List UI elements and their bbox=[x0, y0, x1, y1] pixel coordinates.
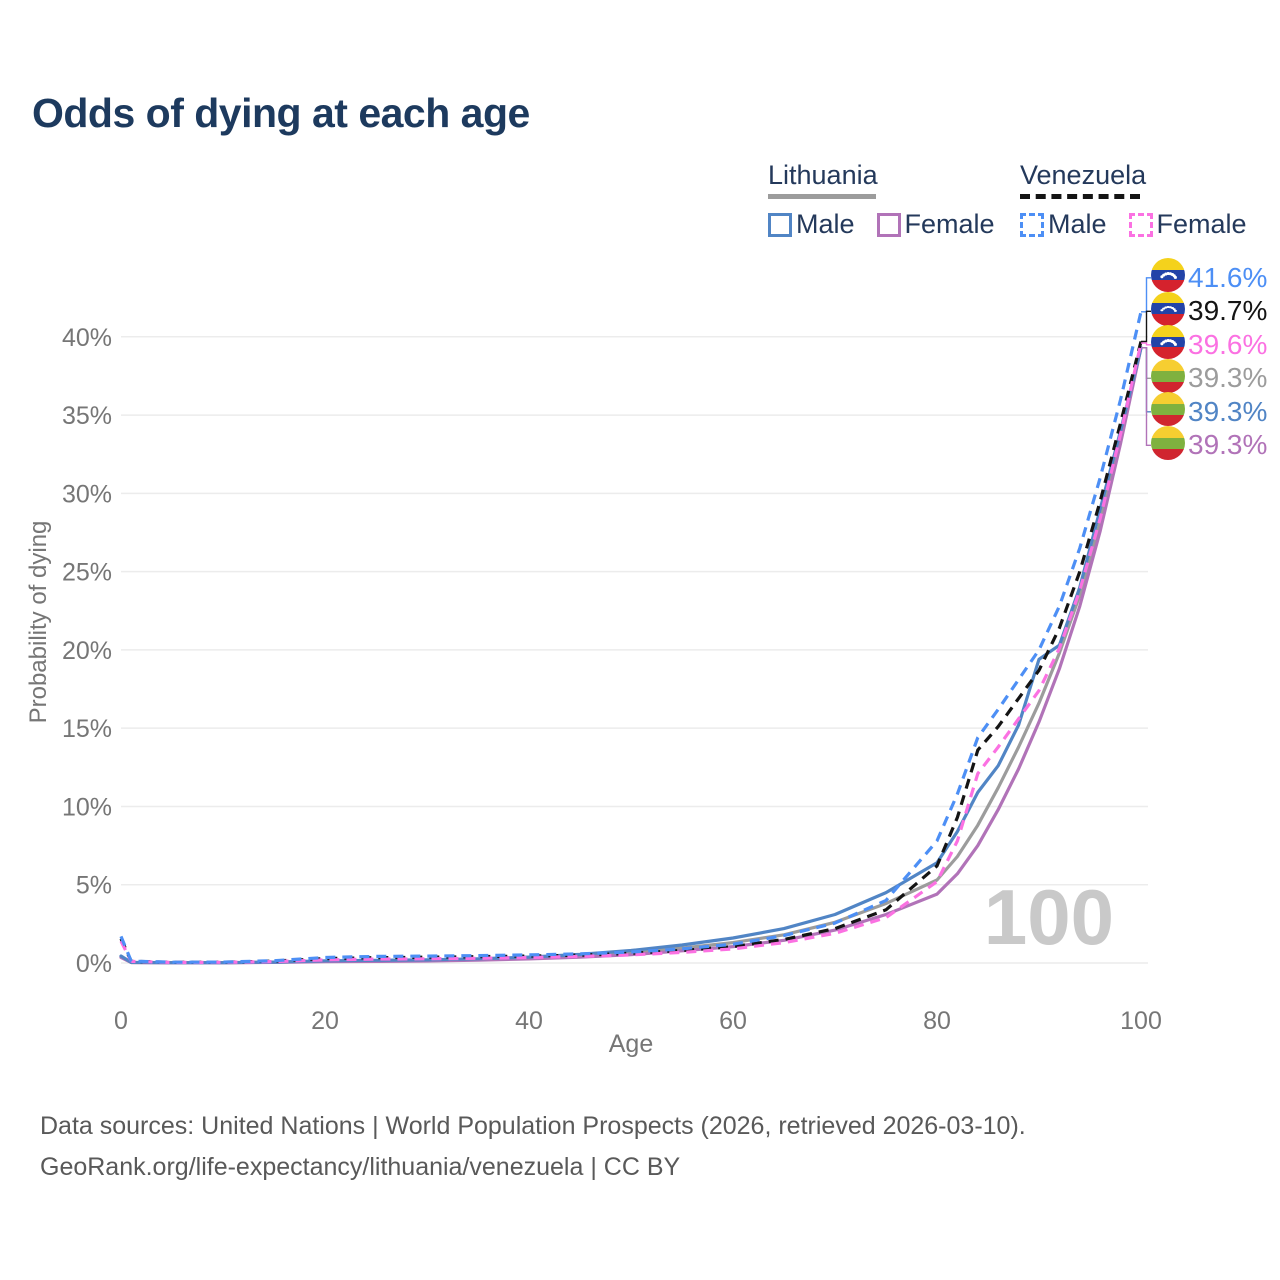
footer: Data sources: United Nations | World Pop… bbox=[40, 1106, 1026, 1188]
y-tick-label: 0% bbox=[76, 950, 112, 978]
legend-item-lithuania-male[interactable]: Male bbox=[768, 209, 855, 240]
attribution-line: GeoRank.org/life-expectancy/lithuania/ve… bbox=[40, 1153, 681, 1181]
y-tick-label: 20% bbox=[62, 637, 112, 665]
legend-item-label[interactable]: Female bbox=[904, 209, 995, 239]
end-label-connector bbox=[1141, 277, 1151, 313]
series-line-venezuela_male bbox=[119, 311, 1143, 964]
end-label-value: 39.3% bbox=[1188, 429, 1268, 461]
end-label-lithuania-both: 39.3% bbox=[1151, 358, 1268, 398]
x-tick-label: 20 bbox=[311, 1007, 339, 1035]
legend-country-venezuela: Venezuela bbox=[1020, 160, 1247, 199]
lithuania-flag-icon bbox=[1151, 425, 1185, 465]
series-line-lithuania_female bbox=[119, 346, 1143, 965]
legend-item-label[interactable]: Male bbox=[796, 209, 855, 239]
end-label-venezuela-female: 39.6% bbox=[1151, 325, 1268, 364]
page-title: Odds of dying at each age bbox=[32, 90, 530, 136]
end-label-value: 39.3% bbox=[1188, 362, 1268, 394]
end-label-value: 41.6% bbox=[1188, 261, 1268, 293]
legend-country-label: Lithuania bbox=[768, 160, 878, 190]
legend-country-label: Venezuela bbox=[1020, 160, 1147, 190]
lithuania-flag-icon bbox=[1151, 392, 1185, 431]
venezuela-flag-icon bbox=[1151, 258, 1185, 297]
venezuela-flag-icon bbox=[1151, 291, 1185, 331]
lithuania-flag-icon bbox=[1151, 358, 1185, 398]
end-label-value: 39.7% bbox=[1188, 295, 1268, 327]
y-tick-label: 25% bbox=[62, 559, 112, 587]
y-tick-label: 5% bbox=[76, 872, 112, 900]
legend-group-lithuania: Lithuania Male Female bbox=[768, 160, 995, 240]
end-label-venezuela-both: 39.7% bbox=[1151, 291, 1268, 331]
age-watermark: 100 bbox=[984, 873, 1114, 961]
series-line-venezuela_female bbox=[119, 342, 1143, 965]
x-tick-label: 60 bbox=[719, 1007, 747, 1035]
series-end-labels: 41.6% 39.7% 39.6% 39.3% 39.3% 39.3% bbox=[1151, 258, 1268, 465]
end-label-venezuela-male: 41.6% bbox=[1151, 258, 1268, 297]
x-axis-title: Age bbox=[609, 1030, 653, 1058]
y-tick-label: 15% bbox=[62, 715, 112, 743]
venezuela-flag-icon bbox=[1151, 325, 1185, 364]
y-tick-label: 30% bbox=[62, 480, 112, 508]
end-label-value: 39.3% bbox=[1188, 395, 1268, 427]
venezuela-male-checkbox[interactable] bbox=[1020, 212, 1044, 237]
y-axis-title: Probability of dying bbox=[25, 521, 52, 724]
y-tick-label: 35% bbox=[62, 402, 112, 430]
end-label-connector bbox=[1141, 347, 1151, 446]
x-tick-label: 40 bbox=[515, 1007, 543, 1035]
end-label-connector bbox=[1141, 342, 1151, 346]
legend-item-venezuela-female[interactable]: Female bbox=[1128, 209, 1247, 240]
series-line-venezuela_both bbox=[119, 341, 1143, 964]
lithuania-solid-line-swatch bbox=[768, 194, 876, 199]
x-tick-label: 0 bbox=[114, 1007, 128, 1035]
series-line-lithuania_male bbox=[119, 346, 1143, 965]
y-tick-label: 10% bbox=[62, 793, 112, 821]
lithuania-male-checkbox[interactable] bbox=[768, 212, 792, 237]
legend-item-lithuania-female[interactable]: Female bbox=[876, 209, 995, 240]
legend-item-venezuela-male[interactable]: Male bbox=[1020, 209, 1107, 240]
venezuela-female-checkbox[interactable] bbox=[1128, 212, 1153, 237]
legend-item-label[interactable]: Male bbox=[1048, 209, 1107, 239]
end-label-lithuania-female: 39.3% bbox=[1151, 425, 1268, 465]
end-label-connector bbox=[1141, 310, 1151, 343]
lithuania-female-checkbox[interactable] bbox=[876, 212, 901, 237]
legend-country-lithuania: Lithuania bbox=[768, 160, 995, 199]
legend-group-venezuela: Venezuela Male Female bbox=[1020, 160, 1247, 240]
end-label-lithuania-male: 39.3% bbox=[1151, 392, 1268, 431]
venezuela-dashed-line-swatch bbox=[1020, 194, 1140, 199]
x-tick-label: 80 bbox=[923, 1007, 951, 1035]
series-line-lithuania_both bbox=[119, 346, 1143, 965]
data-sources-line: Data sources: United Nations | World Pop… bbox=[40, 1112, 1026, 1140]
y-tick-label: 40% bbox=[62, 324, 112, 352]
x-tick-label: 100 bbox=[1120, 1007, 1162, 1035]
end-label-value: 39.6% bbox=[1188, 328, 1268, 360]
legend-item-label[interactable]: Female bbox=[1156, 209, 1247, 239]
